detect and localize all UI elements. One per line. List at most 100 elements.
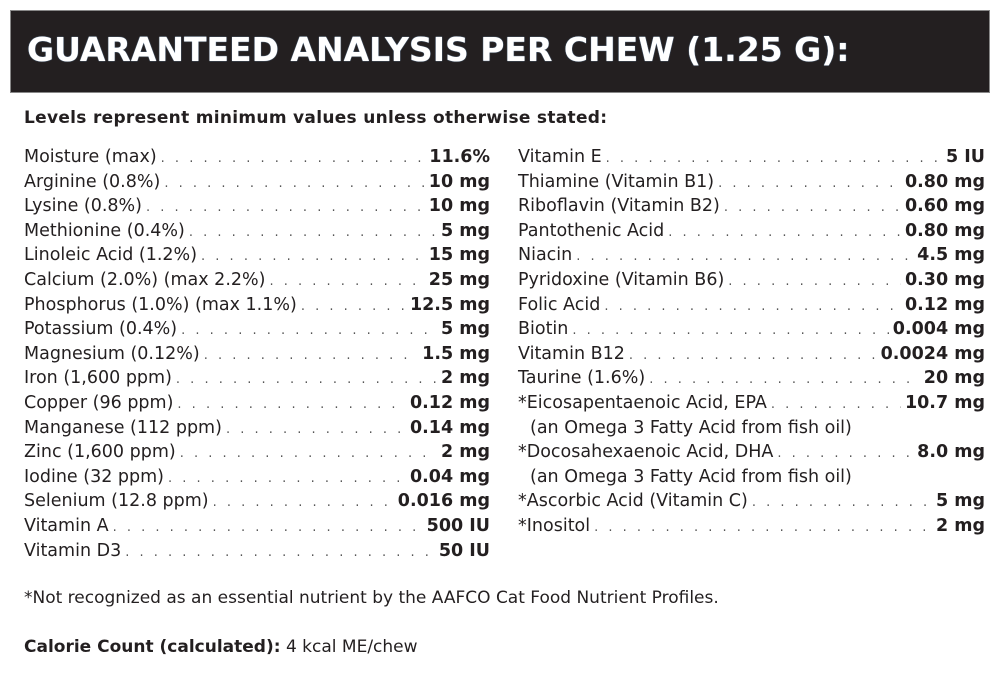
nutrient-name: *Docosahexaenoic Acid, DHA bbox=[518, 442, 774, 463]
nutrient-name: Zinc (1,600 ppm) bbox=[24, 442, 176, 463]
dot-leader bbox=[201, 245, 425, 270]
nutrient-row: Biotin 0.004 mg bbox=[518, 317, 985, 342]
dot-leader bbox=[724, 196, 901, 221]
nutrient-value: 0.14 mg bbox=[409, 417, 490, 438]
nutrient-row: *Ascorbic Acid (Vitamin C) 5 mg bbox=[518, 489, 985, 514]
nutrient-row: Copper (96 ppm) 0.12 mg bbox=[24, 391, 490, 416]
dot-leader bbox=[213, 491, 394, 516]
nutrient-row: Linoleic Acid (1.2%) 15 mg bbox=[24, 243, 490, 268]
nutrient-value: 10 mg bbox=[428, 171, 490, 192]
nutrient-row: Moisture (max) 11.6% bbox=[24, 145, 490, 170]
nutrient-value: 0.12 mg bbox=[409, 392, 490, 413]
dot-leader bbox=[180, 442, 437, 467]
dot-leader bbox=[629, 344, 877, 369]
nutrient-row: Vitamin E 5 IU bbox=[518, 145, 985, 170]
nutrient-name: Copper (96 ppm) bbox=[24, 392, 174, 413]
nutrient-row: Manganese (112 ppm) 0.14 mg bbox=[24, 416, 490, 441]
dot-leader bbox=[168, 467, 406, 492]
nutrient-name: Linoleic Acid (1.2%) bbox=[24, 245, 198, 266]
intro-text: Levels represent minimum values unless o… bbox=[24, 108, 608, 128]
footnote: *Not recognized as an essential nutrient… bbox=[24, 588, 719, 608]
nutrient-note: (an Omega 3 Fatty Acid from fish oil) bbox=[530, 417, 852, 438]
calorie-label: Calorie Count (calculated): bbox=[24, 637, 281, 657]
nutrient-row: Thiamine (Vitamin B1) 0.80 mg bbox=[518, 170, 985, 195]
nutrient-list-right: Vitamin E 5 IU Thiamine (Vitamin B1) 0.80 m… bbox=[518, 145, 985, 539]
dot-leader bbox=[181, 319, 437, 344]
nutrient-row: *Eicosapentaenoic Acid, EPA 10.7 mg bbox=[518, 391, 985, 416]
nutrient-name: *Inositol bbox=[518, 515, 591, 536]
nutrient-row: Iron (1,600 ppm) 2 mg bbox=[24, 366, 490, 391]
dot-leader bbox=[189, 221, 437, 246]
dot-leader bbox=[161, 147, 426, 172]
dot-leader bbox=[572, 319, 888, 344]
nutrient-list-left: Moisture (max)11.6%Arginine (0.8%)10 mgL… bbox=[24, 145, 490, 563]
dot-leader bbox=[668, 221, 901, 246]
nutrient-value: 5 mg bbox=[935, 491, 985, 512]
nutrient-name: *Eicosapentaenoic Acid, EPA bbox=[518, 392, 767, 413]
nutrient-name: Magnesium (0.12%) bbox=[24, 343, 200, 364]
nutrient-name: Methionine (0.4%) bbox=[24, 220, 185, 241]
dot-leader bbox=[777, 442, 913, 467]
nutrient-value: 0.016 mg bbox=[397, 491, 490, 512]
dot-leader bbox=[146, 196, 425, 221]
nutrient-row: Vitamin D3 50 IU bbox=[24, 539, 490, 564]
nutrient-row: Phosphorus (1.0%) (max 1.1%) 12.5 mg bbox=[24, 293, 490, 318]
dot-leader bbox=[718, 172, 901, 197]
nutrient-row: Zinc (1,600 ppm) 2 mg bbox=[24, 440, 490, 465]
dot-leader bbox=[177, 393, 406, 418]
dot-leader bbox=[728, 270, 901, 295]
nutrient-row: Magnesium (0.12%) 1.5 mg bbox=[24, 342, 490, 367]
nutrient-value: 50 IU bbox=[438, 540, 490, 561]
nutrient-name: Phosphorus (1.0%) (max 1.1%) bbox=[24, 294, 297, 315]
nutrient-name: Folic Acid bbox=[518, 294, 601, 315]
nutrient-value: 0.04 mg bbox=[409, 466, 490, 487]
nutrient-name: Riboflavin (Vitamin B2) bbox=[518, 196, 720, 217]
title-banner: GUARANTEED ANALYSIS PER CHEW (1.25 G): bbox=[10, 10, 990, 93]
dot-leader bbox=[576, 245, 913, 270]
nutrient-row: Arginine (0.8%) 10 mg bbox=[24, 170, 490, 195]
nutrient-value: 5 mg bbox=[440, 220, 490, 241]
nutrient-name: Thiamine (Vitamin B1) bbox=[518, 171, 715, 192]
nutrient-row: Vitamin A 500 IU bbox=[24, 514, 490, 539]
nutrient-row: Iodine (32 ppm) 0.04 mg bbox=[24, 465, 490, 490]
nutrient-row: Potassium (0.4%) 5 mg bbox=[24, 317, 490, 342]
nutrient-value: 20 mg bbox=[923, 368, 985, 389]
nutrient-row: *Docosahexaenoic Acid, DHA 8.0 mg bbox=[518, 440, 985, 465]
nutrient-value: 25 mg bbox=[428, 269, 490, 290]
nutrient-row: *Inositol 2 mg bbox=[518, 514, 985, 539]
nutrient-note: (an Omega 3 Fatty Acid from fish oil) bbox=[530, 466, 852, 487]
dot-leader bbox=[752, 491, 932, 516]
nutrient-row: Pantothenic Acid 0.80 mg bbox=[518, 219, 985, 244]
nutrient-name: *Ascorbic Acid (Vitamin C) bbox=[518, 491, 748, 512]
nutrient-name: Iodine (32 ppm) bbox=[24, 466, 165, 487]
nutrient-row: Pyridoxine (Vitamin B6) 0.30 mg bbox=[518, 268, 985, 293]
nutrient-value: 10.7 mg bbox=[904, 392, 985, 413]
nutrient-value: 0.30 mg bbox=[904, 269, 985, 290]
nutrient-name: Pantothenic Acid bbox=[518, 220, 665, 241]
dot-leader bbox=[269, 270, 424, 295]
nutrient-value: 0.12 mg bbox=[904, 294, 985, 315]
dot-leader bbox=[649, 368, 920, 393]
nutrient-row: Calcium (2.0%) (max 2.2%) 25 mg bbox=[24, 268, 490, 293]
dot-leader bbox=[604, 295, 901, 320]
nutrient-value: 5 mg bbox=[440, 319, 490, 340]
nutrient-name: Pyridoxine (Vitamin B6) bbox=[518, 269, 725, 290]
dot-leader bbox=[301, 295, 406, 320]
dot-leader bbox=[113, 516, 423, 541]
page-title: GUARANTEED ANALYSIS PER CHEW (1.25 G): bbox=[27, 30, 850, 69]
nutrient-value: 1.5 mg bbox=[422, 343, 490, 364]
nutrient-name: Lysine (0.8%) bbox=[24, 196, 143, 217]
nutrient-value: 500 IU bbox=[426, 515, 490, 536]
nutrient-name: Vitamin D3 bbox=[24, 540, 122, 561]
nutrient-name: Iron (1,600 ppm) bbox=[24, 368, 172, 389]
nutrient-value: 0.004 mg bbox=[892, 319, 985, 340]
nutrient-value: 0.60 mg bbox=[904, 196, 985, 217]
nutrient-row: Taurine (1.6%) 20 mg bbox=[518, 366, 985, 391]
nutrient-name: Manganese (112 ppm) bbox=[24, 417, 222, 438]
nutrient-value: 15 mg bbox=[428, 245, 490, 266]
nutrient-name: Vitamin B12 bbox=[518, 343, 625, 364]
nutrient-value: 5 IU bbox=[946, 147, 985, 167]
nutrient-value: 2 mg bbox=[440, 442, 490, 463]
nutrient-value: 10 mg bbox=[428, 196, 490, 217]
nutrient-value: 12.5 mg bbox=[409, 294, 490, 315]
